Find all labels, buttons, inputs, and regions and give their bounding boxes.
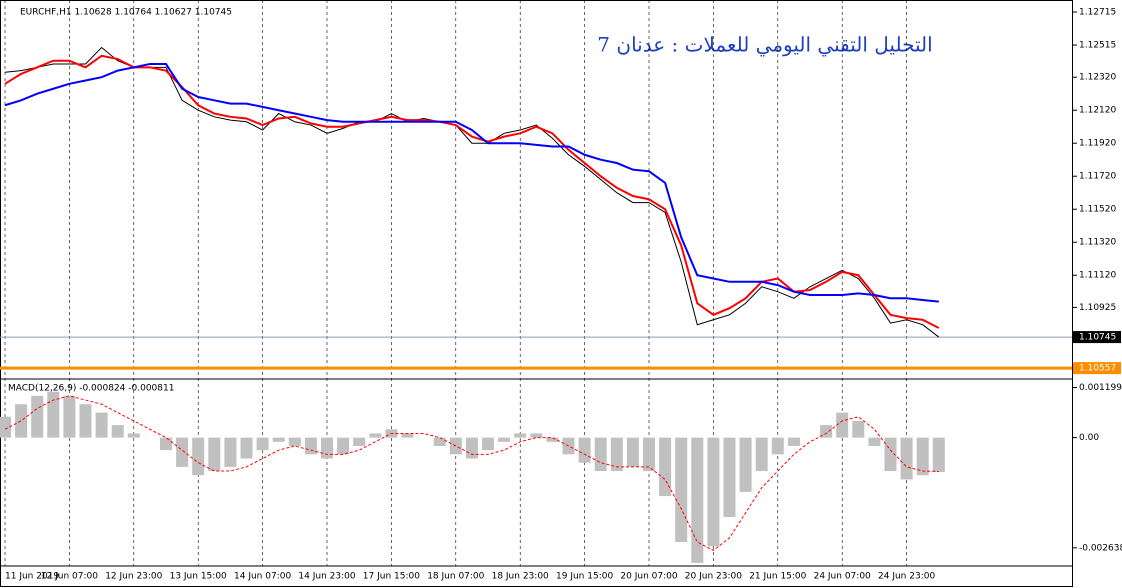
- macd-bar: [852, 420, 865, 438]
- price-label-box: [1073, 331, 1121, 344]
- macd-bar: [15, 404, 28, 438]
- macd-bar: [47, 391, 60, 438]
- macd-bar: [288, 437, 301, 446]
- macd-bar: [224, 437, 237, 467]
- macd-bar: [337, 437, 350, 455]
- macd-bar: [95, 412, 108, 438]
- macd-bar: [31, 395, 44, 438]
- x-tick-label: 24 Jun 23:00: [878, 572, 935, 582]
- y-tick-label: 1.12715: [1079, 8, 1116, 18]
- macd-bar: [433, 437, 446, 446]
- x-tick-label: 20 Jun 07:00: [620, 572, 677, 582]
- y-tick-label: 1.11720: [1079, 172, 1116, 182]
- macd-bar: [127, 433, 140, 438]
- macd-bar: [691, 437, 704, 563]
- macd-bar: [353, 437, 366, 446]
- macd-bar: [932, 437, 945, 473]
- macd-bar: [514, 433, 527, 438]
- macd-bar: [321, 437, 333, 459]
- macd-bar: [868, 437, 881, 446]
- price-label: 1.10745: [1079, 333, 1116, 343]
- y-tick-label: 1.11320: [1079, 238, 1116, 248]
- x-tick-label: 18 Jun 07:00: [427, 572, 484, 582]
- y-tick-label: 1.11120: [1079, 271, 1116, 281]
- macd-bar: [836, 412, 849, 438]
- macd-bar: [707, 437, 720, 547]
- x-tick-label: 12 Jun 23:00: [105, 572, 162, 582]
- x-tick-label: 11 Jun 2019: [5, 572, 59, 582]
- x-tick-label: 20 Jun 23:00: [685, 572, 742, 582]
- price-label-box: [1073, 362, 1121, 375]
- x-tick-label: 13 Jun 15:00: [170, 572, 227, 582]
- y-tick-label: 1.12515: [1079, 41, 1116, 51]
- macd-bar: [111, 425, 124, 438]
- macd-bar: [256, 437, 269, 451]
- macd-bar: [192, 437, 205, 476]
- macd-label: MACD(12,26,9) -0.000824 -0.000811: [8, 384, 174, 394]
- frame: [0, 0, 1073, 587]
- x-tick-label: 21 Jun 15:00: [749, 572, 806, 582]
- macd-bar: [79, 404, 92, 438]
- macd-bar: [771, 437, 784, 455]
- macd-bar: [0, 416, 11, 438]
- y-tick-label: 1.12320: [1079, 73, 1116, 83]
- macd-bar: [272, 437, 285, 442]
- price-line-close: [4, 46, 940, 338]
- x-tick-label: 24 Jun 07:00: [814, 572, 871, 582]
- macd-bar: [739, 437, 752, 492]
- macd-bar: [675, 437, 688, 543]
- y-tick-label: 1.11920: [1079, 139, 1116, 149]
- macd-bar: [610, 437, 623, 472]
- macd-bar: [626, 437, 639, 467]
- macd-bar: [643, 437, 655, 472]
- macd-bar: [160, 437, 172, 451]
- macd-bar: [401, 433, 414, 438]
- macd-bar: [465, 437, 478, 459]
- macd-bar: [820, 425, 833, 438]
- chart-title: EURCHF,H1 1.10628 1.10764 1.10627 1.1074…: [20, 8, 232, 18]
- y-tick-label: 1.12120: [1079, 106, 1116, 116]
- y-tick-label: 1.10925: [1079, 303, 1116, 313]
- macd-bar: [304, 437, 317, 455]
- macd-bar: [755, 437, 768, 472]
- macd-bar: [63, 395, 76, 438]
- macd-bar: [900, 437, 913, 480]
- macd-bar: [208, 437, 221, 472]
- macd-bar: [916, 437, 929, 476]
- macd-bar: [723, 437, 736, 517]
- y-tick-label: -0.002638: [1079, 543, 1122, 553]
- y-tick-label: 0.00: [1079, 433, 1099, 443]
- x-tick-label: 17 Jun 15:00: [363, 572, 420, 582]
- x-tick-label: 14 Jun 07:00: [234, 572, 291, 582]
- macd-bar: [369, 433, 382, 438]
- macd-bar: [578, 437, 591, 463]
- price-line-tenkan: [4, 54, 940, 329]
- macd-bar: [546, 437, 559, 442]
- x-tick-label: 12 Jun 07:00: [41, 572, 98, 582]
- macd-bar: [482, 437, 494, 451]
- x-tick-label: 18 Jun 23:00: [492, 572, 549, 582]
- x-tick-label: 19 Jun 15:00: [556, 572, 613, 582]
- y-tick-label: 1.11520: [1079, 205, 1116, 215]
- x-tick-label: 14 Jun 23:00: [298, 572, 355, 582]
- price-line-kijun: [4, 63, 939, 303]
- y-tick-label: 0.001199: [1079, 383, 1122, 393]
- macd-bar: [594, 437, 607, 472]
- macd-bar: [659, 437, 672, 497]
- macd-bar: [176, 437, 189, 467]
- macd-bar: [787, 437, 800, 446]
- macd-bar: [530, 433, 543, 438]
- annotation: التحليل التقني اليومي للعملات : عدنان 7: [597, 33, 932, 57]
- macd-bar: [240, 437, 253, 459]
- signal-line: [4, 395, 939, 551]
- macd-bar: [498, 437, 511, 442]
- price-label: 1.10557: [1079, 364, 1116, 374]
